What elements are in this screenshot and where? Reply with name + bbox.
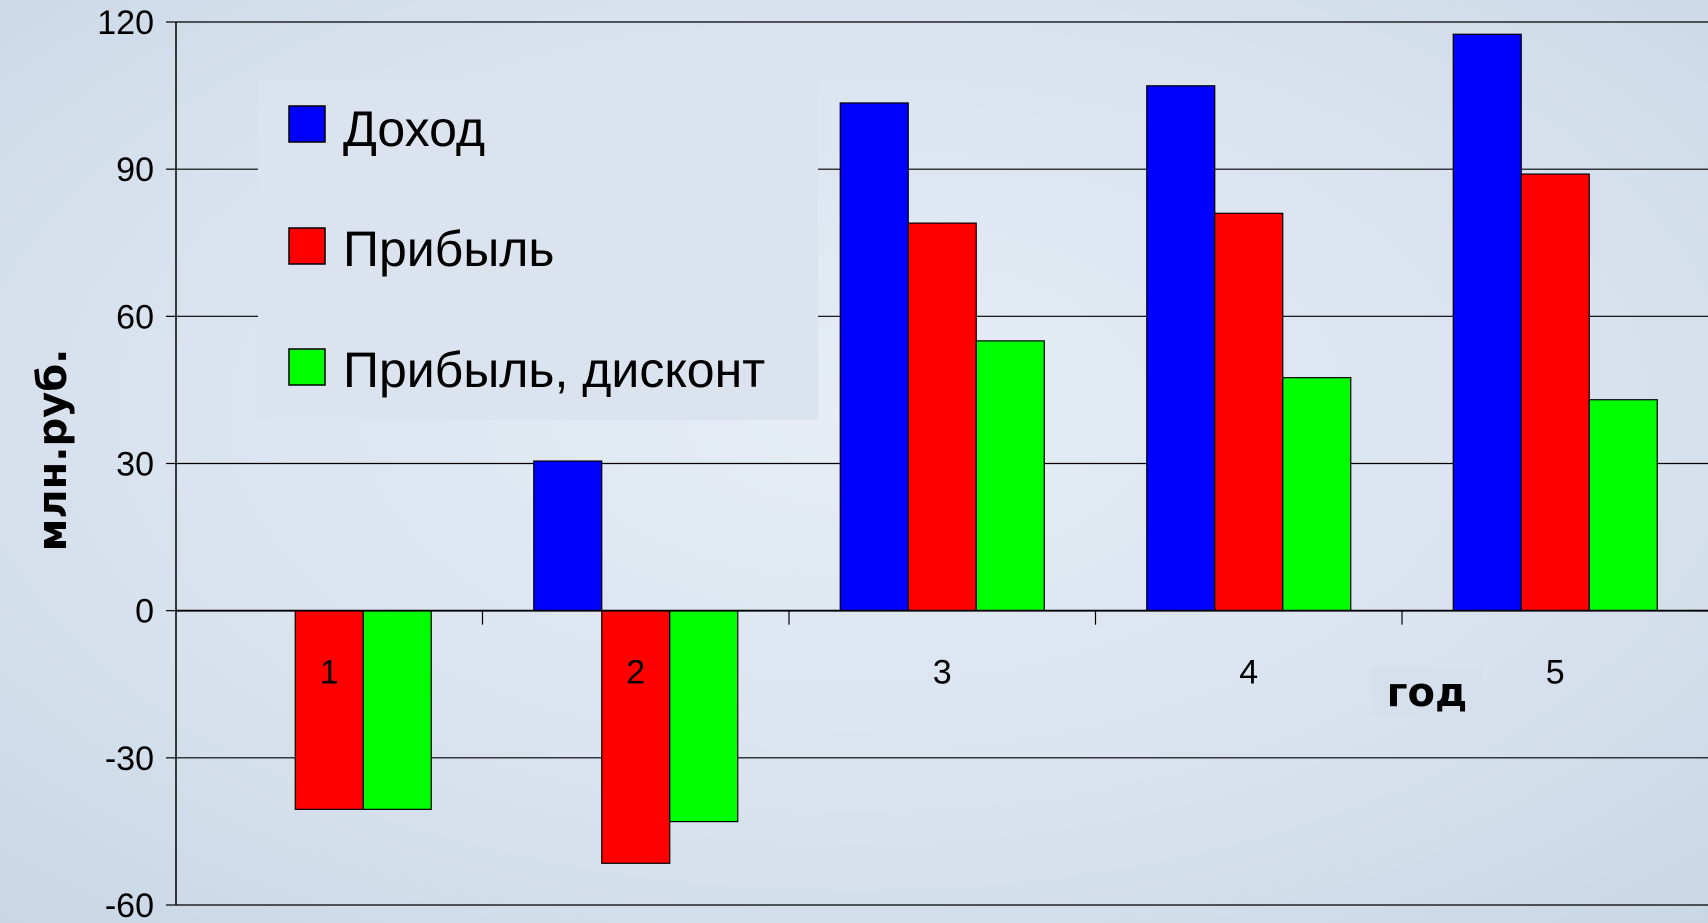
y-axis-title: млн.руб. xyxy=(30,349,76,552)
bar xyxy=(1214,212,1284,612)
bar xyxy=(1282,377,1352,612)
legend-swatch-income xyxy=(288,105,326,143)
bar xyxy=(1588,399,1658,612)
legend-background xyxy=(258,80,818,420)
x-tick-label: 1 xyxy=(320,654,339,692)
y-tick-label: 120 xyxy=(97,4,154,42)
tick-labels: 120 90 60 30 0 -30 -60 1 2 3 4 5 xyxy=(97,4,1564,923)
x-tick-label: 2 xyxy=(626,654,645,692)
x-axis-title: год xyxy=(1387,670,1468,716)
x-axis-title-group: год xyxy=(1372,668,1482,718)
legend: Доход Прибыль Прибыль, дисконт xyxy=(258,80,818,420)
y-tick-label: -30 xyxy=(105,740,154,778)
bar xyxy=(839,102,909,612)
y-tick-label: -60 xyxy=(105,887,154,923)
y-tick-label: 60 xyxy=(116,298,154,336)
bar xyxy=(907,222,977,612)
x-tick-label: 4 xyxy=(1239,654,1258,692)
bar xyxy=(533,460,603,612)
bar xyxy=(975,340,1045,612)
x-axis-title-background xyxy=(1372,668,1482,718)
bar xyxy=(601,610,671,864)
x-tick-label: 5 xyxy=(1546,654,1565,692)
legend-label-discounted-profit: Прибыль, дисконт xyxy=(343,342,765,398)
bar xyxy=(294,610,364,810)
x-tick-label: 3 xyxy=(933,654,952,692)
legend-swatch-profit xyxy=(288,227,326,265)
y-tick-label: 30 xyxy=(116,446,154,484)
bar xyxy=(1520,173,1590,612)
y-tick-label: 90 xyxy=(116,151,154,189)
y-tick-label: 0 xyxy=(135,593,154,631)
legend-label-income: Доход xyxy=(343,101,485,157)
axes xyxy=(166,21,1708,906)
bar xyxy=(1452,33,1522,612)
bar xyxy=(1146,85,1216,612)
legend-swatch-discounted-profit xyxy=(288,348,326,386)
bar xyxy=(669,610,739,823)
legend-label-profit: Прибыль xyxy=(343,221,554,277)
bar xyxy=(362,610,432,810)
